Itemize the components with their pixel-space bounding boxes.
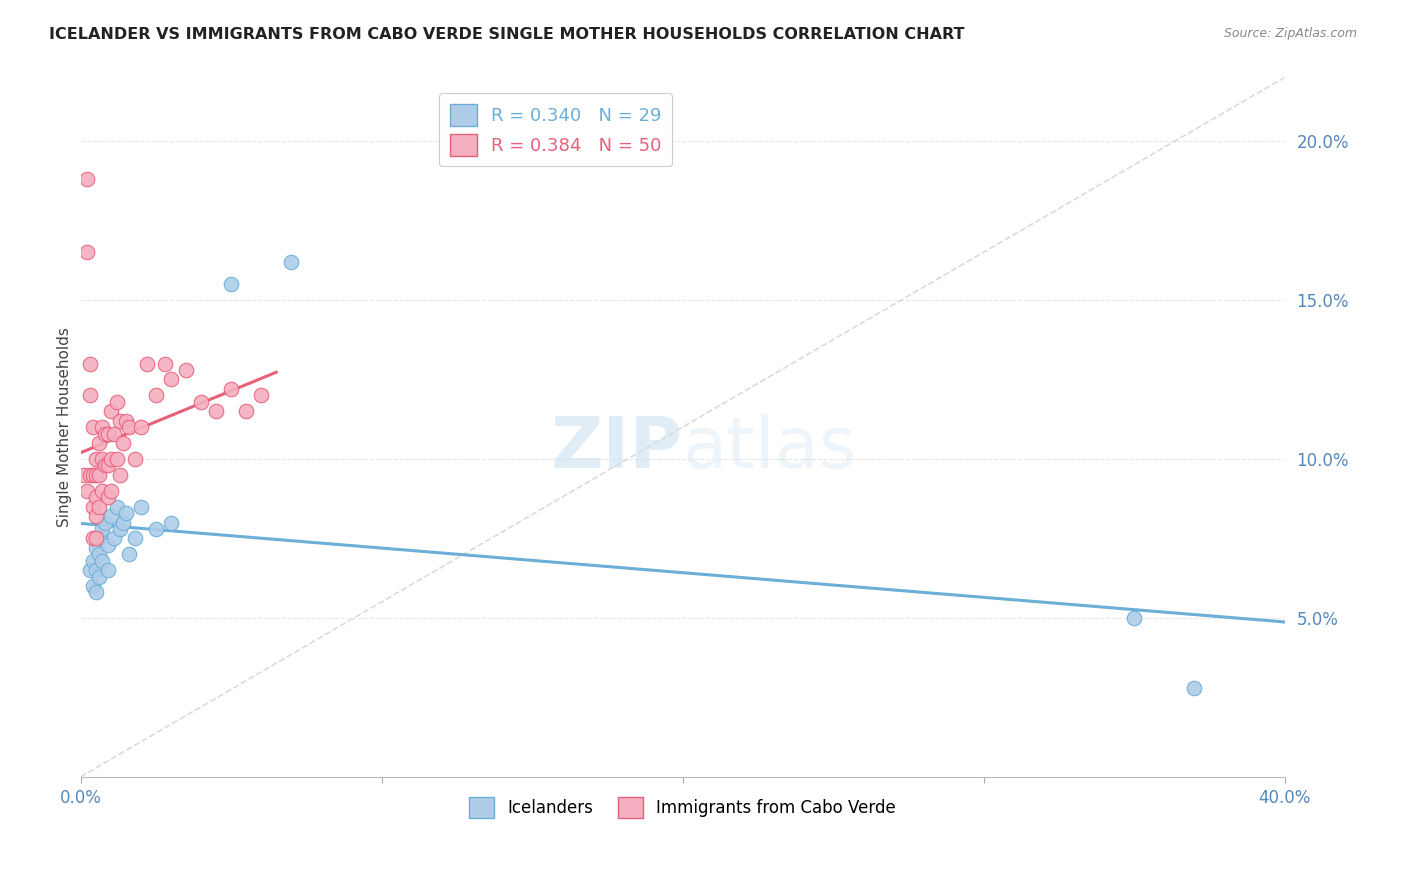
Point — [145, 388, 167, 402]
Point — [82, 500, 104, 514]
Point — [129, 500, 152, 514]
Point — [87, 547, 110, 561]
Point — [105, 394, 128, 409]
Point — [79, 357, 101, 371]
Point — [93, 458, 115, 473]
Point — [108, 467, 131, 482]
Point — [103, 426, 125, 441]
Point — [105, 452, 128, 467]
Point — [76, 483, 98, 498]
Point — [111, 516, 134, 530]
Point — [76, 245, 98, 260]
Point — [76, 172, 98, 186]
Point — [250, 388, 273, 402]
Point — [108, 414, 131, 428]
Point — [114, 414, 136, 428]
Text: atlas: atlas — [682, 414, 856, 483]
Point — [87, 569, 110, 583]
Point — [190, 394, 212, 409]
Point — [1123, 611, 1146, 625]
Point — [280, 255, 302, 269]
Point — [97, 538, 120, 552]
Point — [84, 467, 107, 482]
Point — [79, 467, 101, 482]
Point — [79, 388, 101, 402]
Point — [72, 467, 94, 482]
Point — [87, 500, 110, 514]
Point — [219, 277, 242, 291]
Text: Source: ZipAtlas.com: Source: ZipAtlas.com — [1223, 27, 1357, 40]
Point — [90, 452, 112, 467]
Point — [82, 554, 104, 568]
Point — [103, 532, 125, 546]
Point — [82, 579, 104, 593]
Point — [90, 522, 112, 536]
Point — [87, 532, 110, 546]
Point — [100, 509, 122, 524]
Point — [79, 563, 101, 577]
Point — [97, 458, 120, 473]
Legend: Icelanders, Immigrants from Cabo Verde: Icelanders, Immigrants from Cabo Verde — [463, 791, 903, 824]
Point — [118, 420, 141, 434]
Point — [90, 483, 112, 498]
Point — [90, 554, 112, 568]
Point — [84, 541, 107, 555]
Point — [111, 436, 134, 450]
Point — [90, 420, 112, 434]
Point — [82, 467, 104, 482]
Point — [124, 452, 146, 467]
Point — [82, 532, 104, 546]
Point — [153, 357, 176, 371]
Point — [84, 509, 107, 524]
Text: ICELANDER VS IMMIGRANTS FROM CABO VERDE SINGLE MOTHER HOUSEHOLDS CORRELATION CHA: ICELANDER VS IMMIGRANTS FROM CABO VERDE … — [49, 27, 965, 42]
Point — [84, 452, 107, 467]
Point — [97, 490, 120, 504]
Point — [84, 563, 107, 577]
Point — [1182, 681, 1205, 695]
Point — [105, 500, 128, 514]
Point — [118, 547, 141, 561]
Point — [145, 522, 167, 536]
Point — [205, 404, 228, 418]
Point — [159, 516, 181, 530]
Point — [100, 452, 122, 467]
Point — [97, 563, 120, 577]
Point — [84, 585, 107, 599]
Point — [100, 404, 122, 418]
Point — [174, 363, 197, 377]
Point — [97, 426, 120, 441]
Point — [82, 420, 104, 434]
Point — [87, 467, 110, 482]
Point — [114, 506, 136, 520]
Point — [235, 404, 257, 418]
Point — [124, 532, 146, 546]
Point — [219, 382, 242, 396]
Point — [84, 490, 107, 504]
Point — [108, 522, 131, 536]
Text: ZIP: ZIP — [550, 414, 682, 483]
Point — [87, 436, 110, 450]
Y-axis label: Single Mother Households: Single Mother Households — [58, 327, 72, 527]
Point — [159, 372, 181, 386]
Point — [129, 420, 152, 434]
Point — [100, 483, 122, 498]
Point — [135, 357, 157, 371]
Point — [84, 532, 107, 546]
Point — [93, 426, 115, 441]
Point — [93, 516, 115, 530]
